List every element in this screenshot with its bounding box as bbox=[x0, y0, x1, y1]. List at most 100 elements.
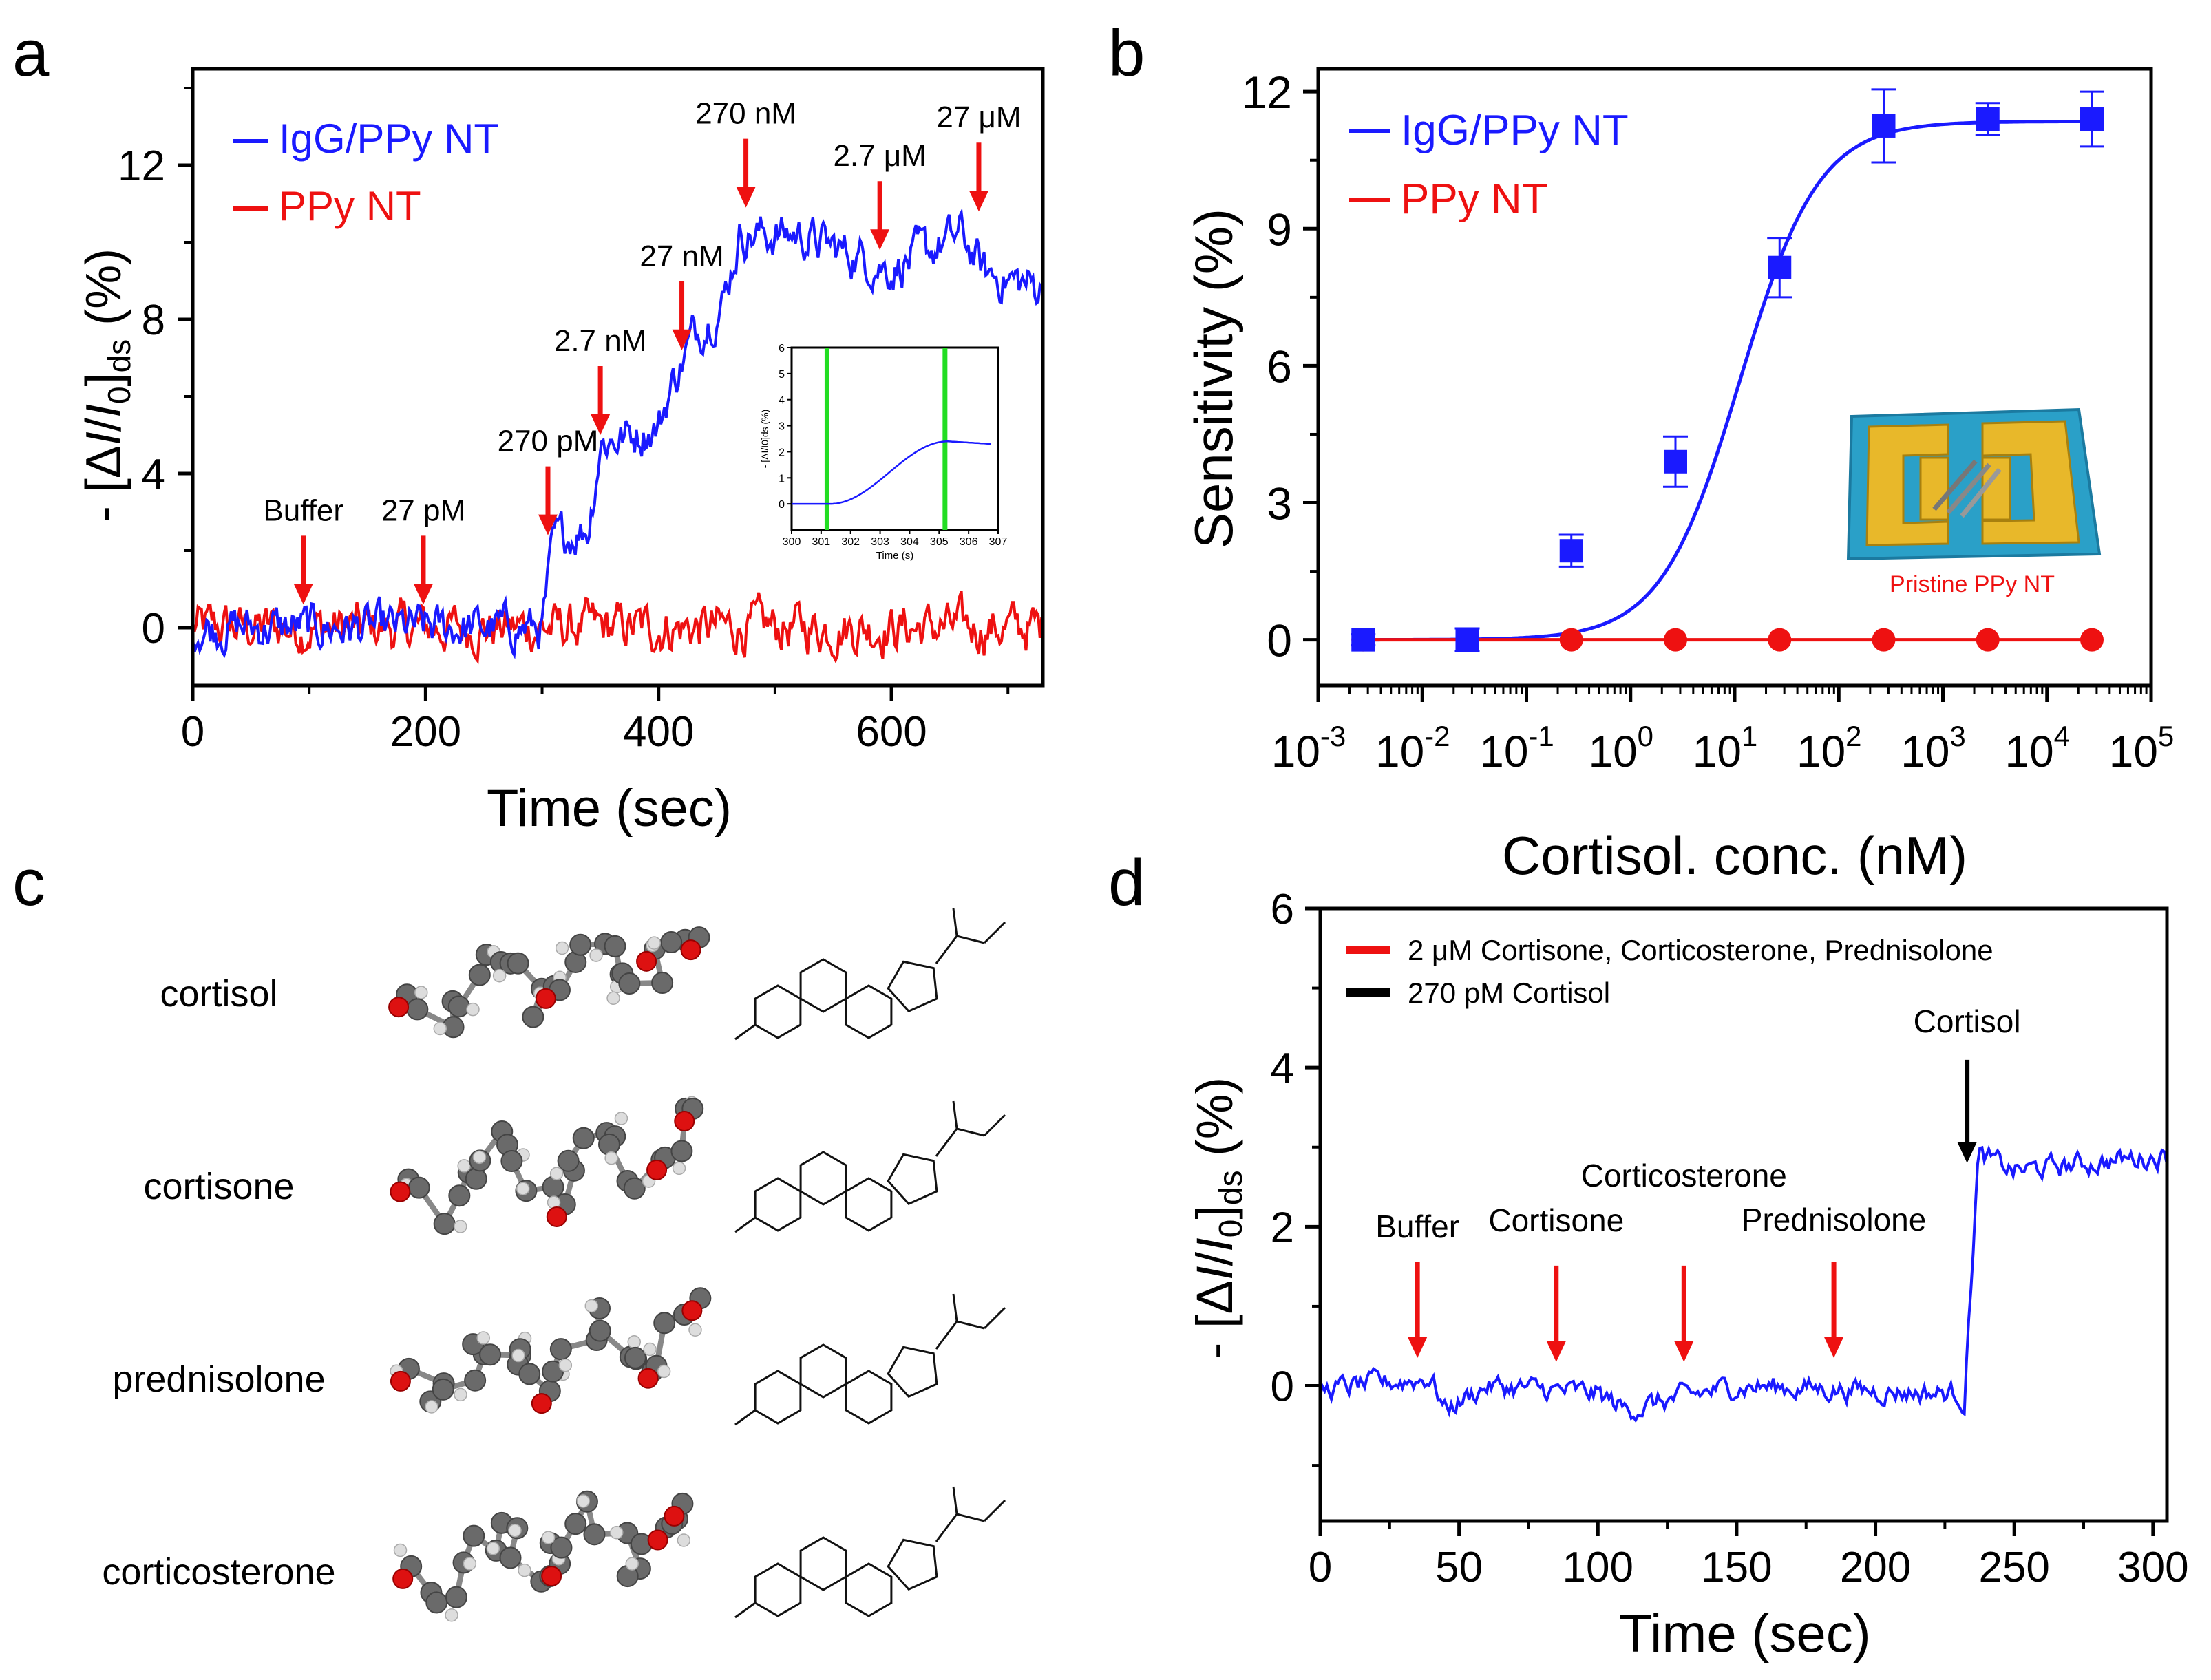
c-atom-hydrogen bbox=[516, 1182, 530, 1195]
c-atom-carbon bbox=[447, 995, 470, 1018]
a-inset-xtick-label: 303 bbox=[871, 536, 889, 548]
c-atom-hydrogen bbox=[541, 1531, 556, 1544]
b-igg-point bbox=[1872, 114, 1896, 138]
c-atom-carbon bbox=[425, 1591, 448, 1614]
d-xtick-label: 250 bbox=[1978, 1544, 2049, 1591]
a-xtick-label: 600 bbox=[856, 708, 927, 756]
b-xtick-label: 102 bbox=[1797, 720, 1862, 776]
b-xtick-base: 10 bbox=[1693, 727, 1742, 776]
c-atom-oxygen bbox=[646, 1159, 668, 1180]
c-atom-carbon bbox=[464, 1369, 487, 1392]
molecule-name-prednisolone: prednisolone bbox=[112, 1359, 325, 1400]
c-skeletal-ketone bbox=[734, 1409, 756, 1426]
a-ylabel-i: I bbox=[76, 432, 131, 445]
device-nanotube bbox=[1946, 462, 1991, 515]
a-arrow-head bbox=[672, 329, 692, 350]
c-atom-oxygen bbox=[390, 1370, 411, 1392]
b-xtick-base: 10 bbox=[1479, 727, 1528, 776]
c-atom-carbon bbox=[499, 1546, 522, 1569]
c-skeletal-sidechain bbox=[935, 1128, 958, 1157]
c-atom-carbon bbox=[557, 1149, 580, 1172]
d-arrow-label: Buffer bbox=[1375, 1209, 1459, 1244]
c-atom-carbon bbox=[597, 1133, 620, 1156]
c-skeletal-carbonyl bbox=[952, 1100, 958, 1129]
c-skeletal-carbonyl bbox=[952, 908, 958, 937]
a-series-line-igg bbox=[191, 207, 1043, 659]
d-arrow-head bbox=[1674, 1341, 1694, 1362]
c-atom-hydrogen bbox=[457, 1159, 471, 1173]
b-xtick-label: 10-2 bbox=[1375, 720, 1450, 776]
d-arrow-head bbox=[1957, 1142, 1977, 1163]
device-electrode-left bbox=[1865, 423, 1949, 546]
c-atom-hydrogen bbox=[604, 1151, 618, 1165]
c-skeletal-ring bbox=[799, 1151, 847, 1206]
c-atom-oxygen bbox=[674, 1110, 695, 1131]
c-atom-hydrogen bbox=[508, 1523, 522, 1538]
a-xtick-label: 400 bbox=[623, 708, 694, 756]
c-skeletal-ketone bbox=[734, 1023, 756, 1041]
c-atom-hydrogen bbox=[476, 1331, 490, 1345]
panel-c-molecules: cortisol cortisone prednisolone corticos… bbox=[102, 908, 1006, 1622]
c-atom-hydrogen bbox=[627, 1335, 642, 1349]
c-atom-carbon bbox=[408, 1176, 430, 1199]
a-inset-curve bbox=[792, 440, 991, 505]
a-ylabel-prefix: - [Δ bbox=[76, 445, 131, 522]
c-atom-hydrogen bbox=[433, 1021, 447, 1036]
d-xtick-label: 50 bbox=[1435, 1544, 1483, 1591]
a-arrow-head bbox=[591, 414, 611, 435]
a-inset-ytick-label: 2 bbox=[779, 447, 785, 458]
c-skeletal-sidechain bbox=[956, 935, 985, 944]
a-ytick-label: 4 bbox=[142, 451, 165, 498]
c-atom-hydrogen bbox=[414, 986, 428, 999]
c-atom-hydrogen bbox=[614, 1112, 628, 1125]
c-atom-carbon bbox=[448, 1184, 471, 1207]
c-skeletal-ring bbox=[887, 1538, 938, 1591]
b-ppy-point bbox=[1768, 628, 1792, 652]
d-arrow-head bbox=[1408, 1337, 1428, 1359]
b-xtick-exponent: 1 bbox=[1742, 720, 1757, 752]
c-atom-hydrogen bbox=[589, 948, 603, 962]
device-caption: Pristine PPy NT bbox=[1890, 571, 2055, 597]
c-atom-hydrogen bbox=[463, 1557, 477, 1571]
a-xlabel: Time (sec) bbox=[487, 779, 732, 838]
c-atom-carbon bbox=[583, 1523, 606, 1546]
a-inset-chart: 300 301 302 303 304 305 306 307 0 1 2 3 4 5 6 Time (s) -… bbox=[759, 343, 1007, 562]
c-atom-oxygen bbox=[636, 950, 657, 972]
b-ytick-label: 3 bbox=[1267, 478, 1292, 529]
b-igg-point bbox=[2080, 107, 2104, 131]
c-skeletal-ring bbox=[887, 1153, 938, 1206]
c-skeletal-ketone bbox=[734, 1216, 756, 1233]
d-ytick-label: 0 bbox=[1271, 1363, 1294, 1411]
b-xtick-exponent: 4 bbox=[2054, 720, 2070, 752]
c-atom-carbon bbox=[468, 964, 491, 986]
d-xtick-label: 300 bbox=[2117, 1544, 2188, 1591]
d-ytick-label: 2 bbox=[1271, 1204, 1294, 1251]
c-atom-hydrogen bbox=[672, 1161, 686, 1176]
c-atom-carbon bbox=[518, 1363, 541, 1385]
a-arrow-label: 2.7 nM bbox=[554, 324, 647, 358]
b-xtick-base: 10 bbox=[1588, 727, 1637, 776]
b-xtick-exponent: 0 bbox=[1638, 720, 1653, 752]
c-atom-carbon bbox=[463, 1524, 485, 1547]
a-arrow-head bbox=[736, 187, 756, 208]
d-ylabel: - [ΔI/I0]ds (%) bbox=[1186, 1077, 1249, 1360]
c-skeletal-ring bbox=[799, 1343, 847, 1399]
c-atom-carbon bbox=[651, 972, 674, 995]
b-igg-point bbox=[1663, 449, 1687, 474]
c-skeletal-ring bbox=[799, 958, 847, 1013]
d-xtick-label: 100 bbox=[1563, 1544, 1633, 1591]
device-electrode-right bbox=[1981, 420, 2080, 545]
c-skeletal-carbonyl bbox=[952, 1486, 958, 1515]
c-atom-oxygen bbox=[664, 1505, 685, 1527]
c-atom-hydrogen bbox=[454, 1387, 467, 1402]
b-ppy-point bbox=[1976, 628, 2000, 652]
c-atom-hydrogen bbox=[677, 1533, 691, 1547]
c-atom-carbon bbox=[604, 935, 626, 957]
a-arrow-label: 27 nM bbox=[639, 240, 723, 273]
a-inset-xtick-label: 305 bbox=[930, 536, 949, 548]
a-ytick-label: 12 bbox=[118, 142, 165, 190]
b-ylabel: Sensitivity (%) bbox=[1183, 209, 1244, 549]
b-xtick-label: 10-1 bbox=[1479, 720, 1554, 776]
a-ytick-label: 8 bbox=[142, 297, 165, 344]
c-skeletal-ring bbox=[845, 984, 893, 1039]
